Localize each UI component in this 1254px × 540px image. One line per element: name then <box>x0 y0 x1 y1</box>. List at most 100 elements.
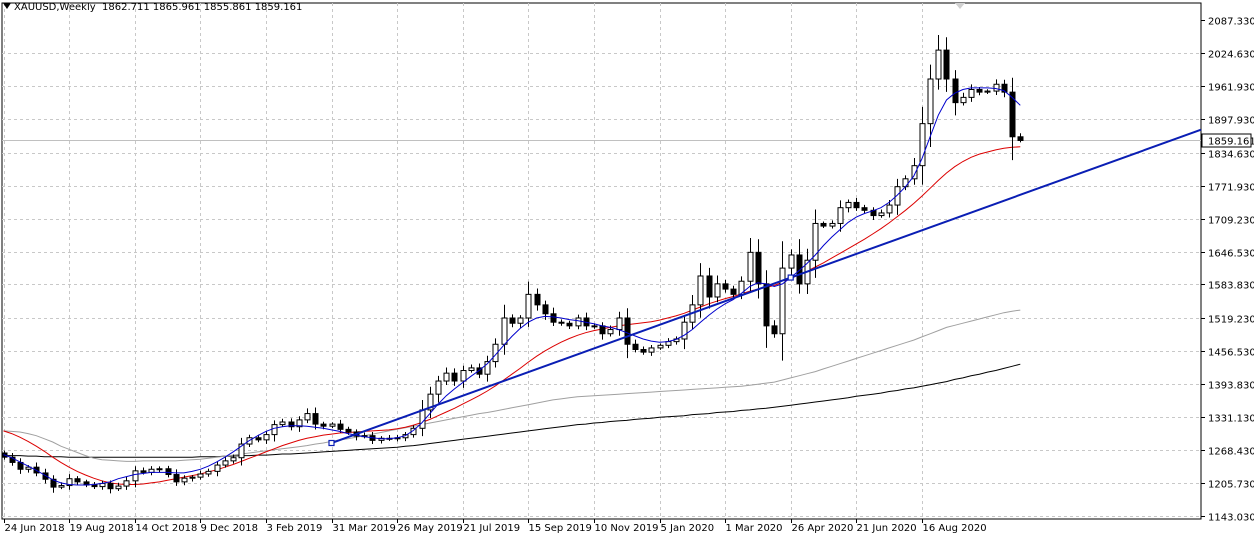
candle[interactable] <box>829 220 836 229</box>
candle[interactable] <box>419 400 426 437</box>
candle[interactable] <box>583 312 590 331</box>
candle[interactable] <box>771 320 778 338</box>
candle[interactable] <box>714 275 721 303</box>
candle[interactable] <box>812 209 819 278</box>
trendline-anchor-start[interactable] <box>328 439 335 447</box>
candle[interactable] <box>230 454 237 464</box>
candle[interactable] <box>288 418 295 431</box>
candle[interactable] <box>304 408 311 424</box>
candle[interactable] <box>657 343 664 350</box>
candle[interactable] <box>517 315 524 328</box>
candle[interactable] <box>681 315 688 350</box>
candle[interactable] <box>197 470 204 480</box>
candle[interactable] <box>50 475 57 493</box>
candle[interactable] <box>189 475 196 482</box>
candle[interactable] <box>747 237 754 293</box>
candle[interactable] <box>927 64 934 147</box>
candle[interactable] <box>935 35 942 90</box>
candle[interactable] <box>960 92 967 106</box>
candle[interactable] <box>173 469 180 486</box>
candle[interactable] <box>894 178 901 215</box>
candle[interactable] <box>566 320 573 329</box>
candle[interactable] <box>599 322 606 340</box>
candle[interactable] <box>796 239 803 294</box>
candle[interactable] <box>558 319 565 326</box>
candle[interactable] <box>919 106 926 185</box>
candle[interactable] <box>788 249 795 277</box>
candle[interactable] <box>329 422 336 429</box>
candle[interactable] <box>976 87 983 96</box>
candle[interactable] <box>509 314 516 328</box>
candle[interactable] <box>337 419 344 433</box>
candle[interactable] <box>255 434 262 443</box>
candle[interactable] <box>165 465 172 478</box>
candle[interactable] <box>968 84 975 102</box>
candle[interactable] <box>271 420 278 442</box>
candle[interactable] <box>91 482 98 489</box>
candle[interactable] <box>83 479 90 488</box>
candle[interactable] <box>460 365 467 388</box>
candle[interactable] <box>386 434 393 441</box>
candle[interactable] <box>378 436 385 444</box>
candle[interactable] <box>181 475 188 486</box>
candle[interactable] <box>148 466 155 476</box>
candle[interactable] <box>640 346 647 355</box>
candle[interactable] <box>17 458 24 474</box>
candle[interactable] <box>484 355 491 382</box>
candle[interactable] <box>837 200 844 232</box>
candles[interactable] <box>1 35 1024 494</box>
candle[interactable] <box>492 338 499 368</box>
scroll-marker-icon[interactable] <box>955 3 965 9</box>
candle[interactable] <box>861 204 868 214</box>
candle[interactable] <box>820 221 827 229</box>
candle[interactable] <box>123 477 130 490</box>
candle[interactable] <box>468 364 475 373</box>
candle[interactable] <box>870 207 877 221</box>
candle[interactable] <box>697 263 704 318</box>
candle[interactable] <box>984 89 991 95</box>
trendline[interactable] <box>328 128 1202 447</box>
candle[interactable] <box>361 432 368 439</box>
candle[interactable] <box>279 418 286 427</box>
candle[interactable] <box>706 267 713 309</box>
chevron-down-icon[interactable] <box>3 3 11 9</box>
candle[interactable] <box>107 480 114 494</box>
candle[interactable] <box>238 437 245 466</box>
candle[interactable] <box>263 431 270 444</box>
candle[interactable] <box>156 466 163 473</box>
candle[interactable] <box>222 456 229 468</box>
candle[interactable] <box>665 338 672 349</box>
candle[interactable] <box>943 37 950 92</box>
candle[interactable] <box>763 270 770 348</box>
candle[interactable] <box>296 416 303 432</box>
candle[interactable] <box>853 197 860 211</box>
candle[interactable] <box>993 79 1000 95</box>
candle[interactable] <box>443 367 450 385</box>
candle[interactable] <box>730 285 737 299</box>
trendline-segment[interactable] <box>331 128 1202 444</box>
candle[interactable] <box>115 482 122 492</box>
candle[interactable] <box>1001 79 1008 98</box>
candle[interactable] <box>66 474 73 490</box>
trendline-anchor-end[interactable] <box>787 274 794 281</box>
candle[interactable] <box>648 344 655 356</box>
candle[interactable] <box>501 304 508 355</box>
candle[interactable] <box>205 468 212 477</box>
candle[interactable] <box>132 466 139 488</box>
candle[interactable] <box>632 339 639 353</box>
candle[interactable] <box>534 288 541 311</box>
candle[interactable] <box>1017 133 1024 143</box>
candle[interactable] <box>435 375 442 403</box>
candle[interactable] <box>779 241 786 361</box>
candle[interactable] <box>616 311 623 336</box>
candle[interactable] <box>886 199 893 218</box>
candle[interactable] <box>214 461 221 477</box>
candle[interactable] <box>673 336 680 345</box>
candle[interactable] <box>911 158 918 185</box>
candle[interactable] <box>99 480 106 490</box>
candle[interactable] <box>74 476 81 486</box>
candle[interactable] <box>451 368 458 386</box>
candle[interactable] <box>722 279 729 293</box>
candle[interactable] <box>312 407 319 430</box>
